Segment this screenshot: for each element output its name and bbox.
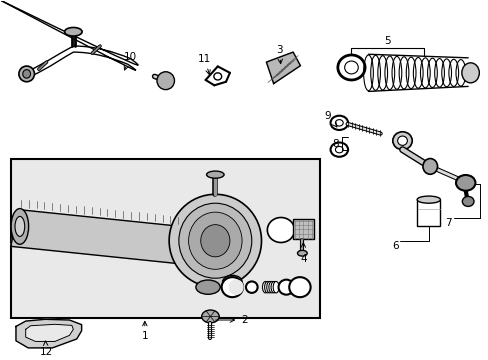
Ellipse shape [201, 225, 229, 257]
Ellipse shape [23, 69, 30, 78]
Text: 5: 5 [384, 36, 390, 46]
Ellipse shape [335, 120, 343, 126]
Ellipse shape [266, 282, 272, 293]
Ellipse shape [330, 143, 347, 157]
Ellipse shape [422, 158, 437, 174]
Text: 4: 4 [300, 243, 306, 264]
Bar [11, 158, 319, 318]
Ellipse shape [15, 216, 25, 237]
Ellipse shape [11, 208, 29, 244]
Ellipse shape [179, 203, 251, 278]
Text: 6: 6 [391, 241, 398, 251]
Ellipse shape [270, 282, 276, 293]
Ellipse shape [397, 136, 407, 145]
Polygon shape [26, 324, 73, 341]
Polygon shape [266, 52, 300, 84]
Bar [292, 219, 313, 239]
Ellipse shape [169, 194, 261, 287]
Text: 12: 12 [40, 341, 53, 357]
Ellipse shape [201, 310, 219, 323]
Ellipse shape [267, 217, 294, 243]
Text: 11: 11 [198, 54, 211, 75]
Ellipse shape [221, 277, 243, 297]
Bar [416, 200, 440, 226]
Ellipse shape [297, 250, 306, 256]
Ellipse shape [245, 282, 257, 293]
Ellipse shape [222, 275, 242, 288]
Ellipse shape [288, 277, 310, 297]
Ellipse shape [264, 282, 270, 293]
Ellipse shape [262, 282, 268, 293]
Ellipse shape [213, 73, 221, 80]
Polygon shape [16, 319, 81, 348]
Ellipse shape [278, 280, 293, 294]
Ellipse shape [19, 66, 34, 82]
Text: 3: 3 [276, 45, 282, 64]
Ellipse shape [416, 196, 440, 203]
Text: 7: 7 [445, 218, 451, 228]
Ellipse shape [229, 280, 243, 294]
Ellipse shape [455, 175, 474, 191]
Ellipse shape [344, 61, 358, 74]
Text: 8: 8 [332, 139, 339, 149]
Polygon shape [11, 210, 196, 265]
Ellipse shape [157, 72, 174, 90]
Ellipse shape [268, 282, 274, 293]
Text: 10: 10 [123, 52, 137, 70]
Ellipse shape [330, 116, 347, 130]
Text: 9: 9 [324, 111, 336, 127]
Ellipse shape [337, 55, 365, 80]
Ellipse shape [461, 63, 478, 83]
Text: 1: 1 [141, 321, 148, 341]
Ellipse shape [392, 132, 411, 150]
Text: 2: 2 [215, 315, 247, 325]
Ellipse shape [461, 197, 473, 206]
Ellipse shape [206, 171, 224, 178]
Ellipse shape [273, 282, 279, 293]
Ellipse shape [188, 212, 242, 269]
Ellipse shape [64, 27, 82, 36]
Ellipse shape [196, 280, 220, 294]
Ellipse shape [335, 147, 343, 153]
